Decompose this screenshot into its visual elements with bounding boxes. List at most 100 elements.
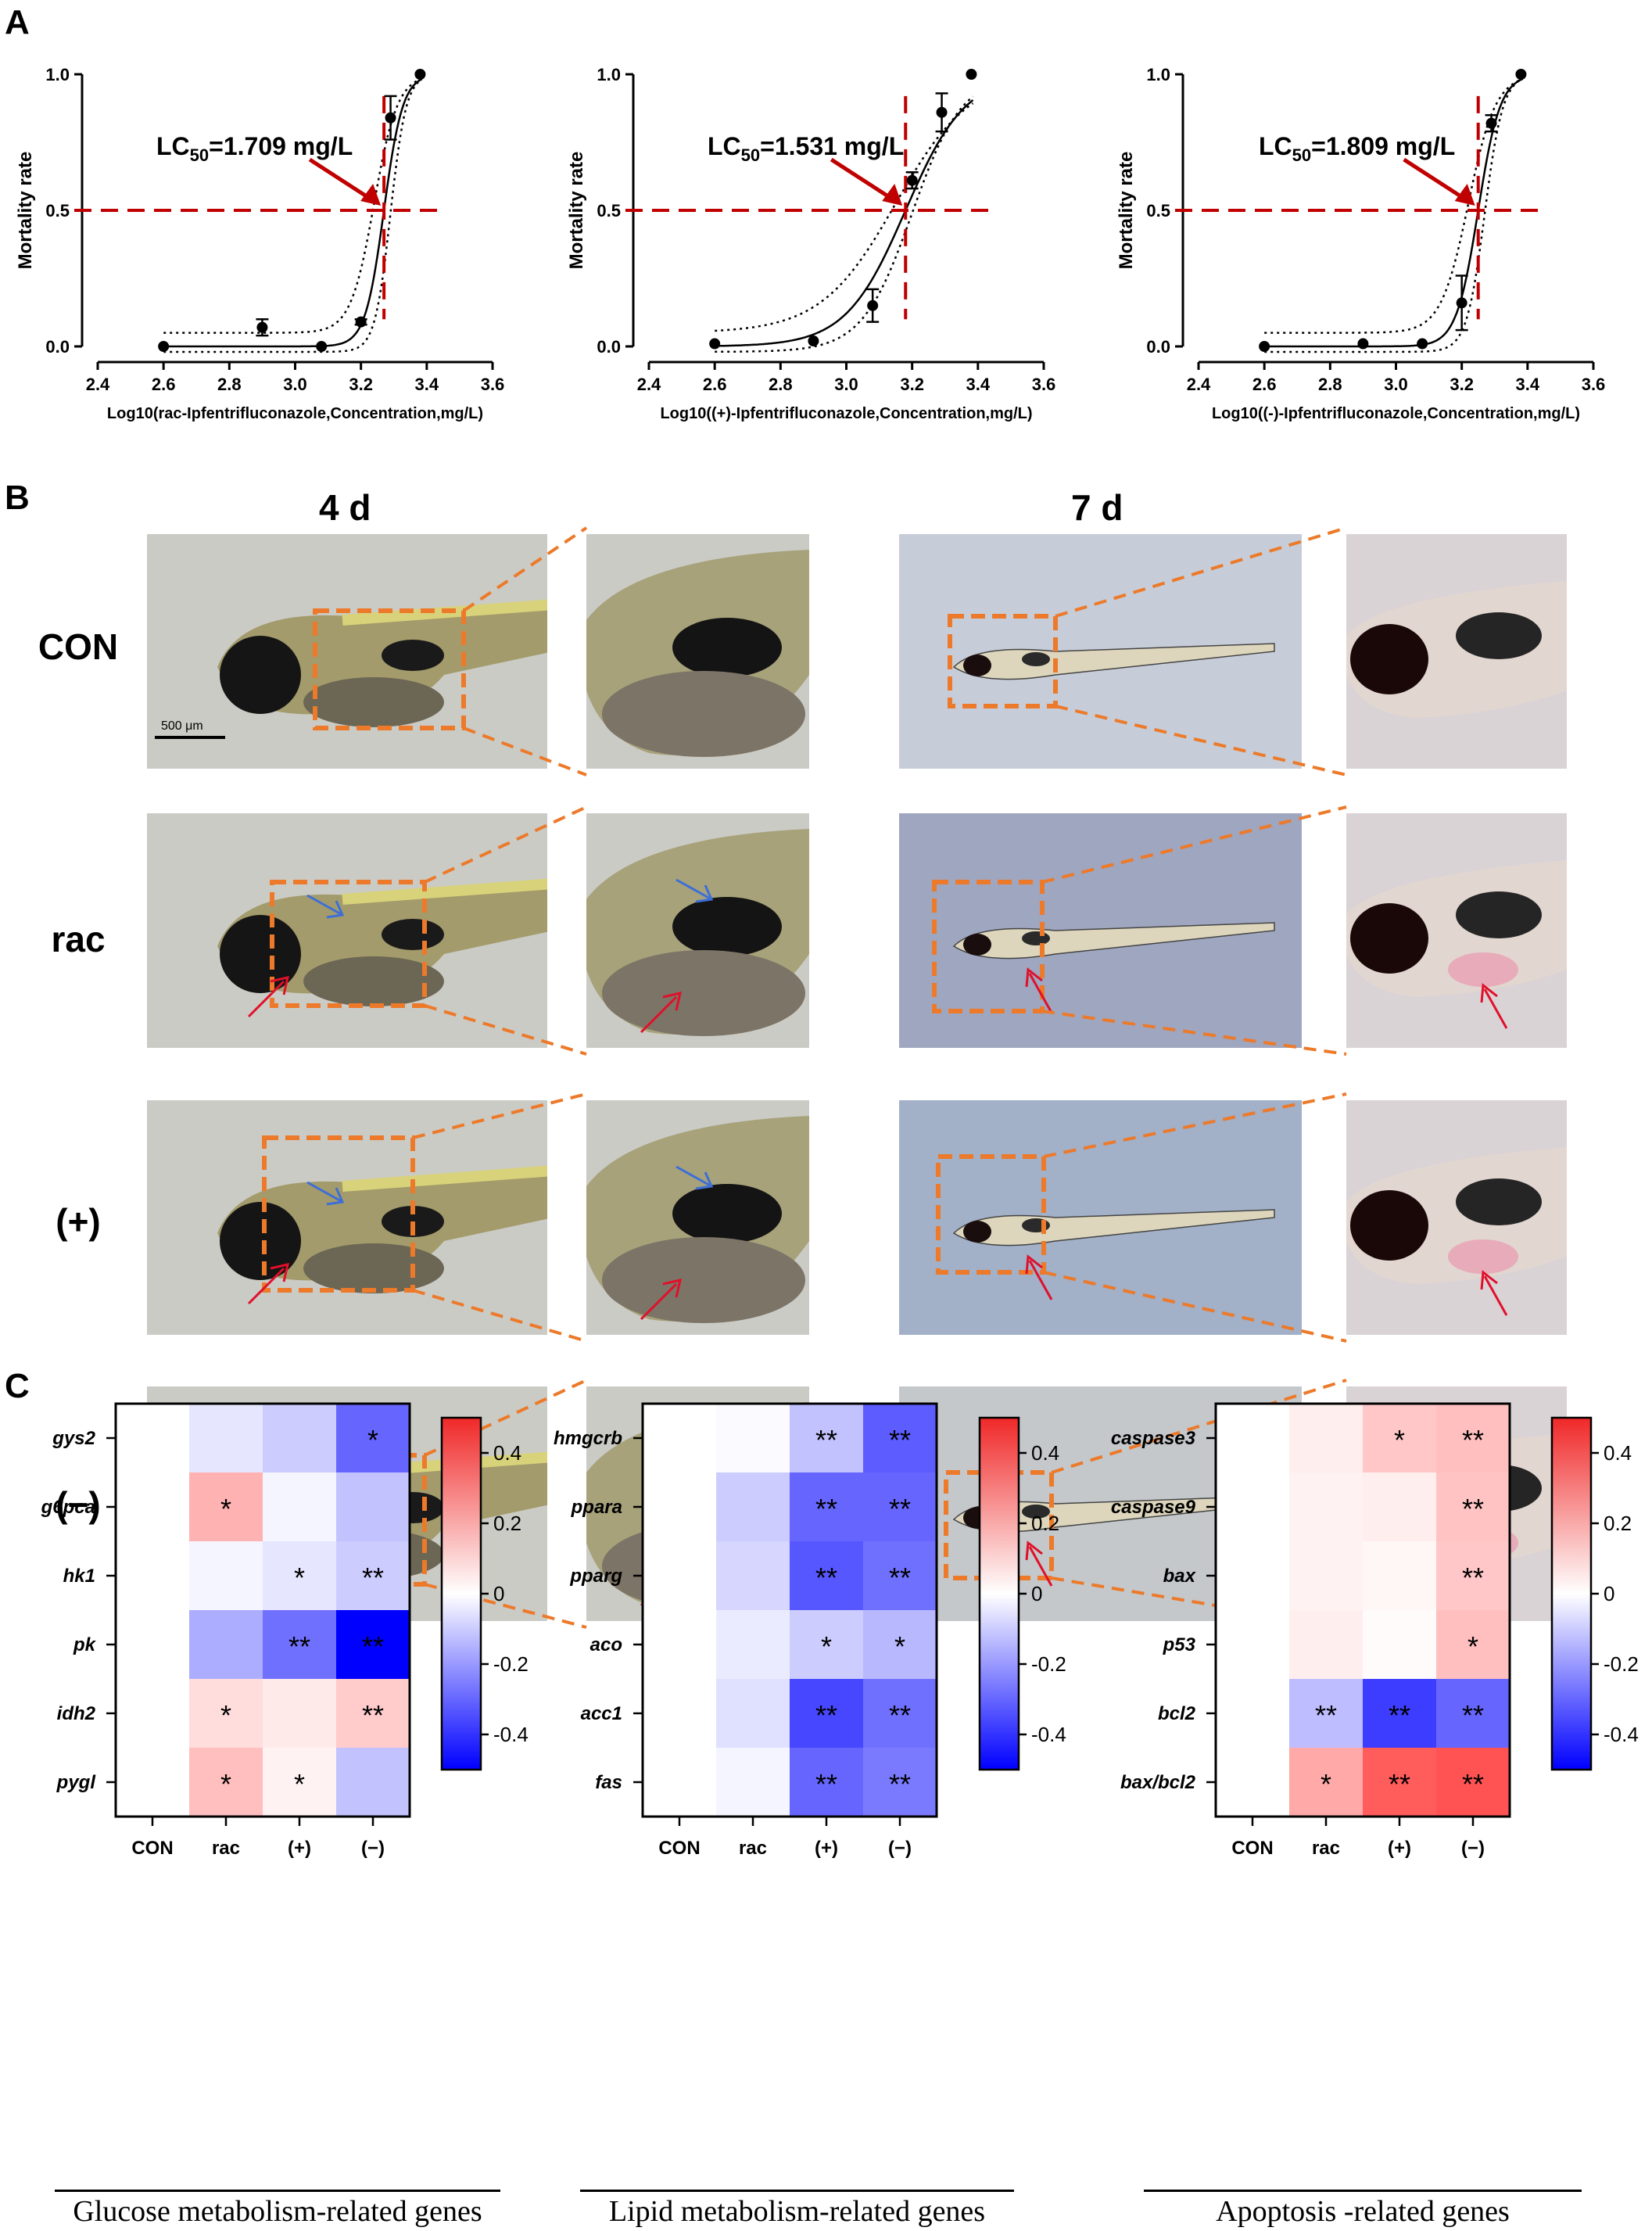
heatmap-cell — [1436, 1610, 1510, 1679]
colorbar-tick-label: 0.4 — [493, 1441, 521, 1465]
significance-mark: ** — [1389, 1768, 1410, 1800]
lc50-value: =1.809 mg/L — [1311, 132, 1455, 160]
caption-rule-lipid — [580, 2190, 1014, 2192]
heatmap-cell — [336, 1748, 410, 1817]
larva-yolk — [303, 1243, 444, 1293]
heatmap-cell — [1363, 1404, 1436, 1472]
heatmap-row-label: hmgcrb — [554, 1428, 622, 1449]
x-axis-title: Log10(rac-Ipfentrifluconazole,Concentrat… — [107, 405, 483, 422]
lc50-arrowhead — [360, 184, 382, 206]
heatmap-cell — [1363, 1748, 1436, 1817]
heatmap-row-label: caspase3 — [1111, 1428, 1196, 1449]
blue-arrow — [306, 1181, 343, 1203]
heatmap-cell — [336, 1541, 410, 1610]
colorbar-tick-label: -0.2 — [493, 1652, 529, 1676]
significance-mark: * — [821, 1630, 832, 1662]
red-arrow — [640, 995, 678, 1034]
significance-mark: ** — [889, 1493, 911, 1525]
heatmap-frame — [641, 1402, 938, 1818]
significance-mark: ** — [1462, 1768, 1484, 1800]
heatmap-cell — [1363, 1610, 1436, 1679]
heatmap-row-label: caspase9 — [1111, 1497, 1196, 1518]
fit-curve — [1264, 77, 1523, 348]
heatmap-cell — [716, 1610, 790, 1679]
red-arrowhead — [662, 992, 682, 1011]
larva-zoom-yolk — [602, 671, 805, 757]
blue-arrowhead — [326, 900, 345, 919]
photo-con-full7 — [899, 534, 1302, 769]
larva-swim-bladder — [382, 640, 444, 671]
heatmap-cell — [716, 1679, 790, 1748]
x-tick-label: 2.6 — [1252, 375, 1277, 394]
zoom-box — [270, 880, 427, 1008]
colorbar-tick-label: -0.4 — [1031, 1723, 1066, 1746]
red-arrow — [247, 980, 285, 1018]
ci-upper-curve — [163, 77, 422, 334]
x-tick-label: 2.4 — [637, 375, 661, 394]
significance-mark: * — [294, 1768, 305, 1800]
ci-lower-curve — [715, 95, 974, 353]
x-tick-label: 3.6 — [1582, 375, 1606, 394]
colorbar-tick-label: 0.4 — [1604, 1441, 1632, 1465]
red-arrowhead — [662, 1279, 682, 1298]
x-tick-label: 2.4 — [1187, 375, 1211, 394]
significance-mark: ** — [1462, 1699, 1484, 1731]
red-arrowhead — [1480, 983, 1498, 1003]
significance-mark: ** — [889, 1562, 911, 1594]
x-tick-label: 3.2 — [900, 375, 924, 394]
heatmap-col-label: (+) — [815, 1838, 838, 1859]
row-label-con: CON — [38, 626, 119, 667]
connector-bottom — [424, 1004, 587, 1056]
blue-arrow — [306, 894, 343, 916]
photo-rac-full7 — [899, 813, 1302, 1048]
connector-top — [412, 1092, 587, 1139]
data-point — [1417, 338, 1428, 350]
heatmap-row-label: idh2 — [57, 1703, 96, 1724]
fit-curve — [715, 99, 974, 347]
larva-zoom-yolk — [602, 950, 805, 1036]
heatmap-row-label: pygl — [56, 1772, 97, 1793]
row-label-minus: (−) — [56, 1484, 101, 1525]
significance-mark: * — [367, 1424, 378, 1456]
significance-mark: ** — [1315, 1699, 1337, 1731]
y-axis-title: Mortality rate — [1116, 152, 1137, 270]
heatmap-cell — [263, 1748, 336, 1817]
colorbar-tick-label: -0.4 — [1604, 1723, 1639, 1746]
blue-arrowhead — [695, 884, 714, 903]
heatmap-cell — [643, 1404, 716, 1472]
heatmap-cell — [116, 1404, 189, 1472]
fit-curve — [163, 78, 423, 348]
dose-chart-1: 0.0 0.5 1.0 2.4 2.6 2.8 3.0 3.2 3.4 3.6Log10((+)-… — [566, 65, 1055, 422]
heatmap-row-label: fas — [595, 1772, 622, 1793]
heatmap-cell — [1436, 1472, 1510, 1541]
heatmap-cell — [716, 1541, 790, 1610]
heatmap-cell — [116, 1541, 189, 1610]
red-arrowhead — [1025, 1254, 1043, 1275]
significance-mark: * — [894, 1630, 905, 1662]
lc50-prefix: LC — [156, 132, 190, 160]
lc50-label: LC50=1.531 mg/L — [708, 132, 904, 165]
heatmap-col-label: CON — [131, 1838, 173, 1859]
heatmap-col-label: rac — [1312, 1838, 1340, 1859]
larva-eye — [220, 1202, 301, 1280]
heatmap-cell — [643, 1541, 716, 1610]
heatmap-cell — [1289, 1748, 1363, 1817]
heatmap-cell — [1216, 1679, 1289, 1748]
significance-mark: * — [1394, 1424, 1405, 1456]
heatmap-cell — [263, 1404, 336, 1472]
red-arrow — [1028, 1260, 1053, 1300]
x-tick-label: 3.2 — [1450, 375, 1474, 394]
colorbar-tick-label: 0.2 — [493, 1512, 521, 1535]
data-point — [1357, 338, 1369, 350]
red-arrow — [1483, 1275, 1508, 1316]
red-arrowhead — [1025, 967, 1043, 988]
y-tick-label: 0.0 — [45, 337, 70, 357]
heatmap-cell — [1436, 1541, 1510, 1610]
heatmap-cell — [263, 1679, 336, 1748]
connector-top — [1051, 1379, 1347, 1474]
colorbar — [1550, 1416, 1593, 1771]
heatmap-cell — [1363, 1679, 1436, 1748]
heatmap-col-label: (−) — [361, 1838, 385, 1859]
significance-mark: ** — [362, 1630, 384, 1662]
heatmap-cell — [336, 1679, 410, 1748]
